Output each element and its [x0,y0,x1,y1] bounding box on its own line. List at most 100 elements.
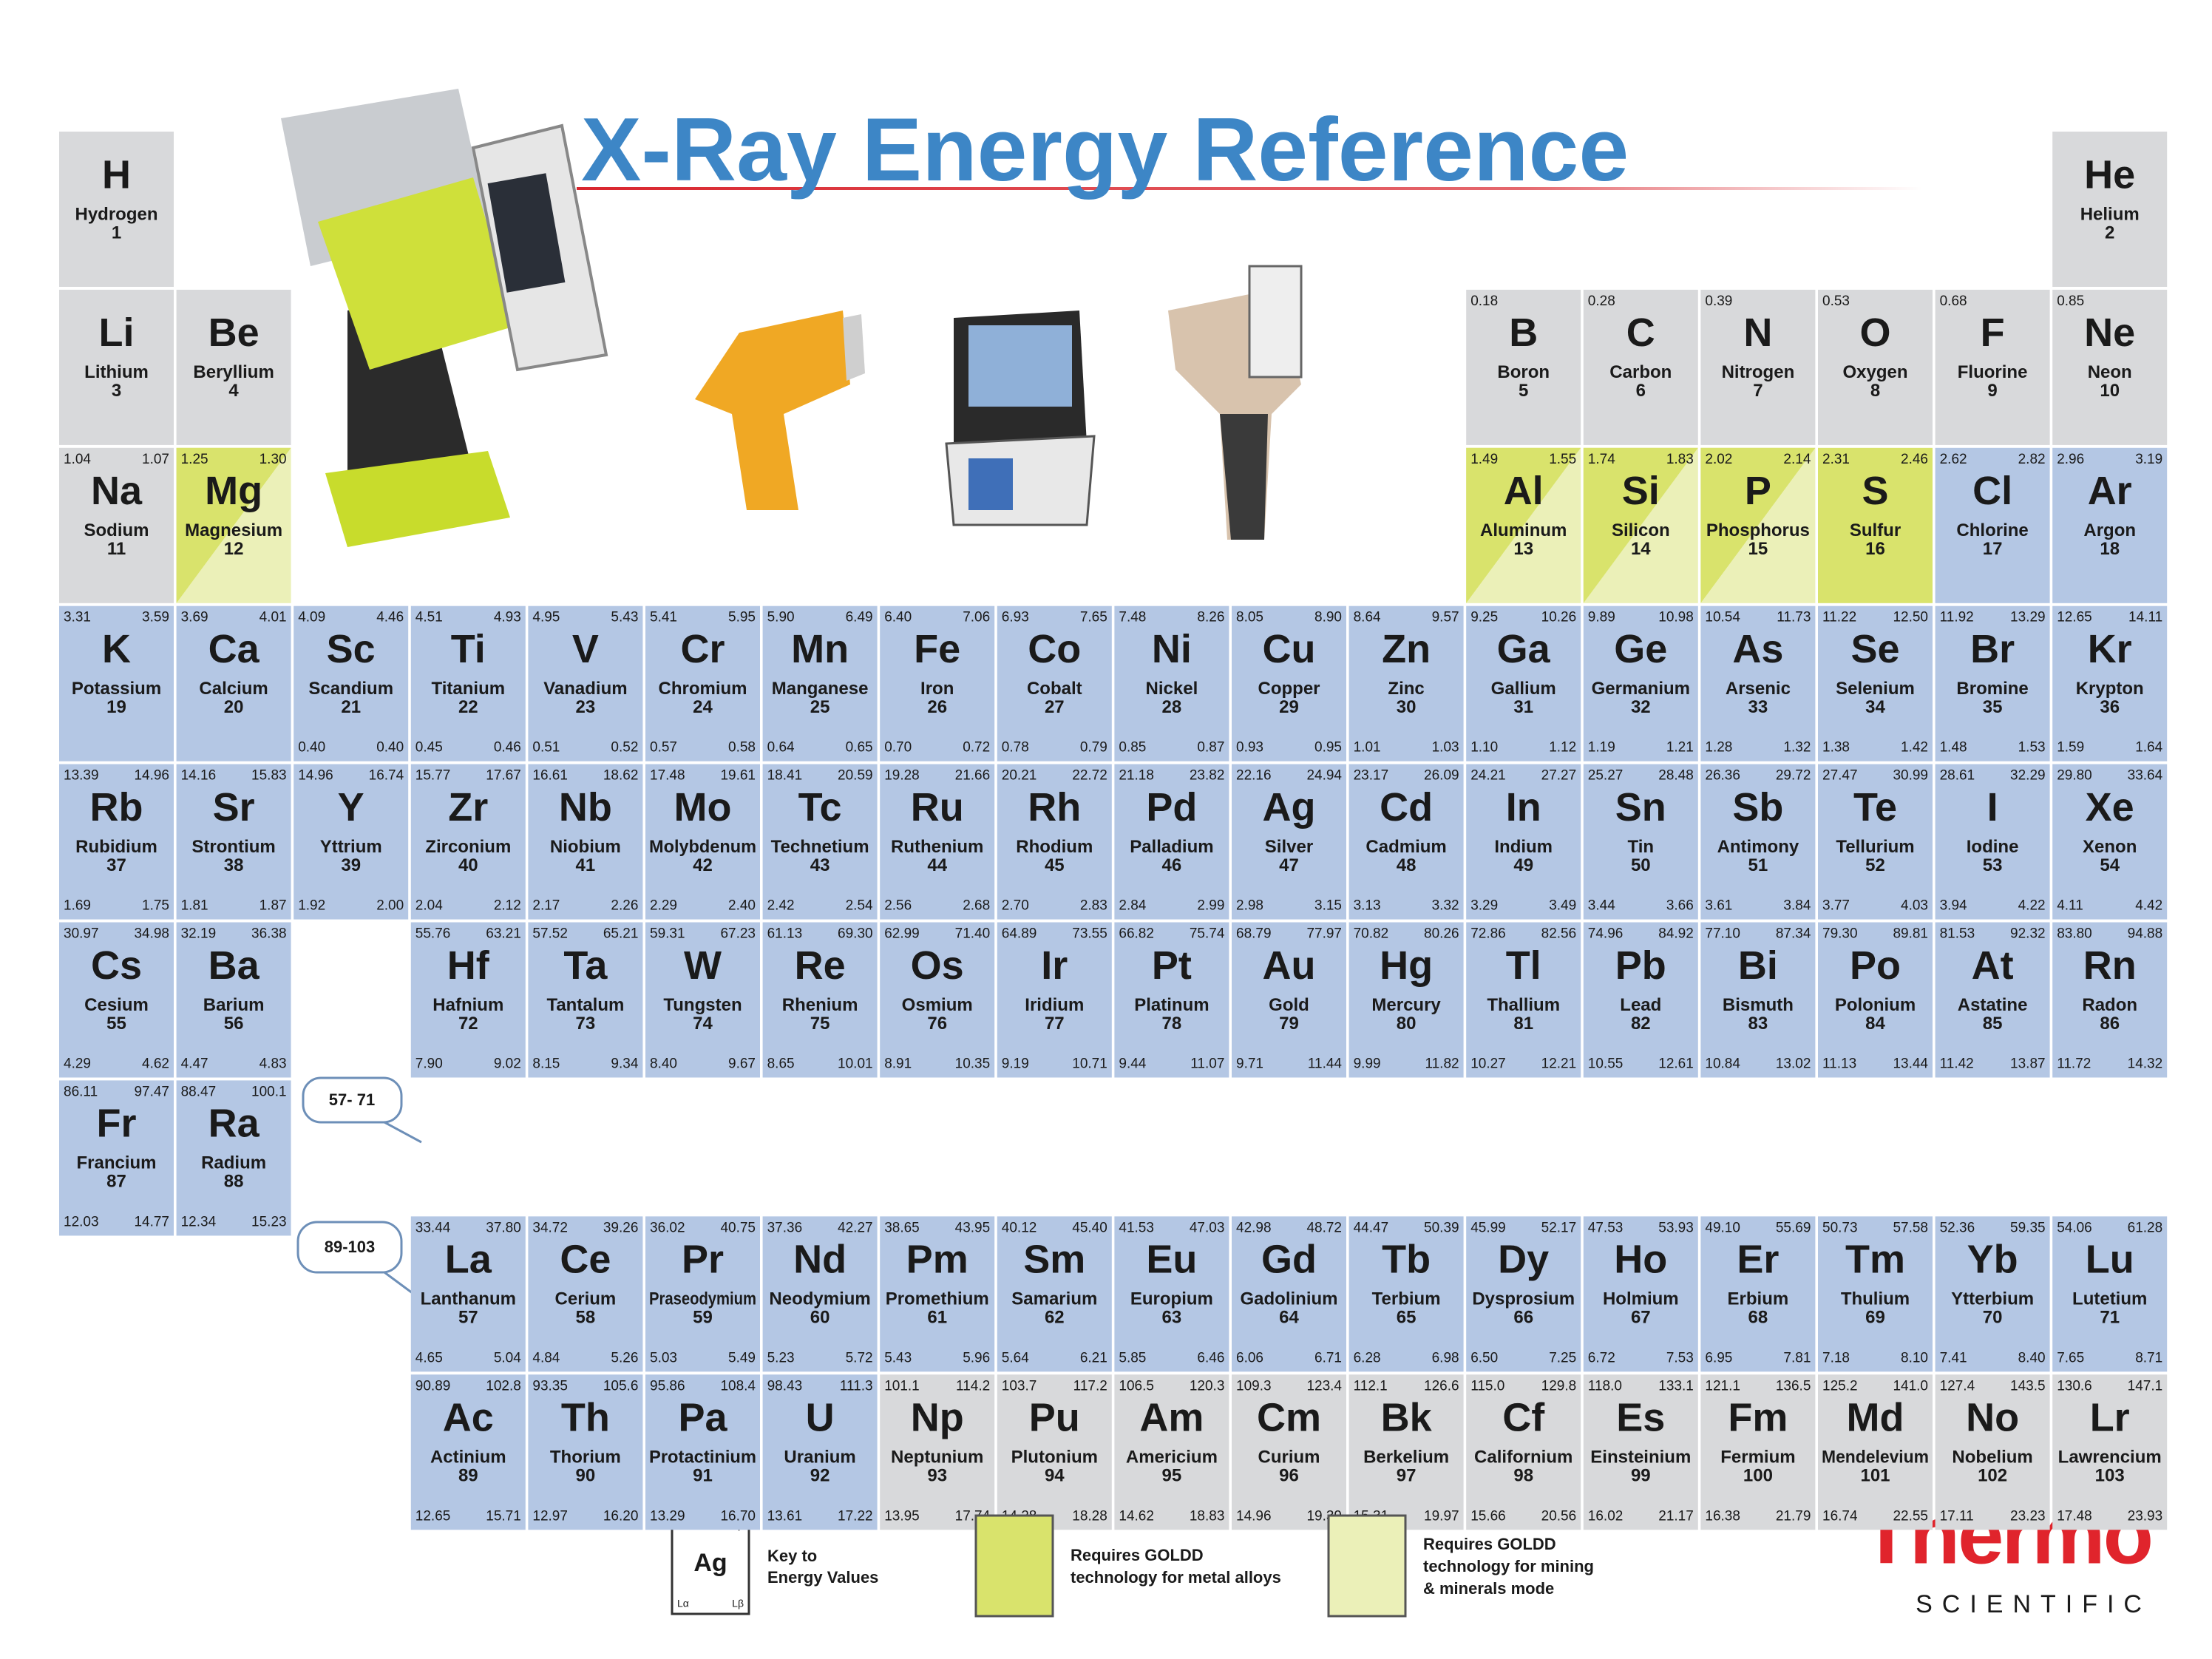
element-name: Magnesium [185,520,282,540]
energy-value: 114.2 [956,1378,990,1394]
energy-value: 2.40 [728,898,756,914]
energy-value: 0.28 [1588,294,1615,309]
energy-value: 0.53 [1822,294,1850,309]
key-symbol: Ag [693,1549,727,1577]
element-name: Promethium [886,1289,989,1309]
atomic-number: 43 [810,855,830,875]
energy-value: 7.81 [1783,1350,1811,1365]
energy-value: 117.2 [1073,1378,1107,1394]
energy-value: 121.1 [1705,1378,1740,1394]
element-symbol: V [572,627,599,671]
cell-background [1583,289,1698,445]
energy-value: 9.19 [1002,1056,1029,1072]
energy-value: 7.90 [415,1056,443,1072]
atomic-number: 70 [1983,1308,2003,1328]
energy-value: 5.23 [767,1350,795,1365]
energy-value: 80.26 [1424,926,1459,942]
energy-value: 2.17 [532,898,560,914]
element-name: Einsteinium [1590,1448,1691,1468]
energy-value: 6.28 [1354,1350,1381,1365]
energy-value: 3.31 [64,610,91,625]
energy-value: 5.43 [884,1350,912,1365]
cell-background [1583,605,1698,761]
energy-value: 36.38 [251,926,287,942]
atomic-number: 19 [106,697,126,717]
atomic-number: 69 [1865,1308,1885,1328]
element-name: Krypton [2076,679,2144,699]
energy-value: 111.3 [840,1378,873,1394]
element-symbol: At [1972,943,2014,988]
atomic-number: 74 [693,1014,713,1034]
energy-value: 90.89 [415,1378,451,1394]
energy-value: 8.05 [1236,610,1263,625]
atomic-number: 22 [458,697,478,717]
cell-background [997,605,1112,761]
energy-value: 95.86 [650,1378,685,1394]
atomic-number: 12 [224,539,244,559]
element-name: Sulfur [1850,520,1901,540]
energy-value: 21.18 [1119,768,1154,784]
cell-background [1818,605,1933,761]
cell-background [1348,605,1464,761]
element-name: Titanium [432,679,506,699]
element-symbol: Lr [2090,1396,2130,1440]
element-name: Francium [76,1153,156,1173]
element-name: Ytterbium [1951,1289,2034,1309]
cell-background [762,605,878,761]
element-symbol: Ca [208,627,260,671]
atomic-number: 80 [1397,1014,1417,1034]
element-name: Phosphorus [1706,520,1810,540]
energy-value: 83.80 [2057,926,2092,942]
element-symbol: Ti [451,627,486,671]
energy-value: 0.72 [963,740,990,756]
energy-value: 45.99 [1470,1220,1506,1235]
energy-value: 108.4 [720,1378,756,1394]
energy-value: 2.82 [2018,452,2046,467]
energy-value: 15.66 [1470,1508,1506,1524]
energy-value: 129.8 [1541,1378,1577,1394]
energy-value: 77.10 [1705,926,1740,942]
energy-value: 4.95 [532,610,560,625]
atomic-number: 47 [1279,855,1299,875]
element-symbol: As [1732,627,1783,671]
element-name: Iron [920,679,954,699]
cell-background [1583,1374,1698,1530]
element-symbol: Md [1847,1396,1904,1440]
energy-value: 0.85 [2057,294,2084,309]
cell-background [1348,764,1464,920]
atomic-number: 73 [576,1014,596,1034]
cell-background [1232,764,1346,920]
atomic-number: 88 [224,1172,244,1192]
energy-value: 1.04 [64,452,91,467]
energy-value: 74.96 [1588,926,1624,942]
cell-background [1935,447,2050,603]
energy-value: 13.87 [2010,1056,2046,1072]
element-name: Radium [201,1153,266,1173]
energy-value: 0.52 [611,740,638,756]
cell-background [1466,1216,1581,1372]
energy-value: 20.21 [1002,768,1037,784]
element-symbol: Yb [1967,1238,2018,1282]
energy-value: 1.69 [64,898,91,914]
energy-value: 0.45 [415,740,443,756]
cell-background [880,764,995,920]
energy-value: 6.95 [1705,1350,1732,1365]
atomic-number: 36 [2100,697,2120,717]
energy-value: 3.13 [1354,898,1381,914]
energy-value: 2.68 [963,898,990,914]
energy-value: 9.89 [1588,610,1615,625]
energy-value: 10.26 [1541,610,1577,625]
cell-background [2052,605,2168,761]
element-symbol: Pd [1146,785,1197,830]
